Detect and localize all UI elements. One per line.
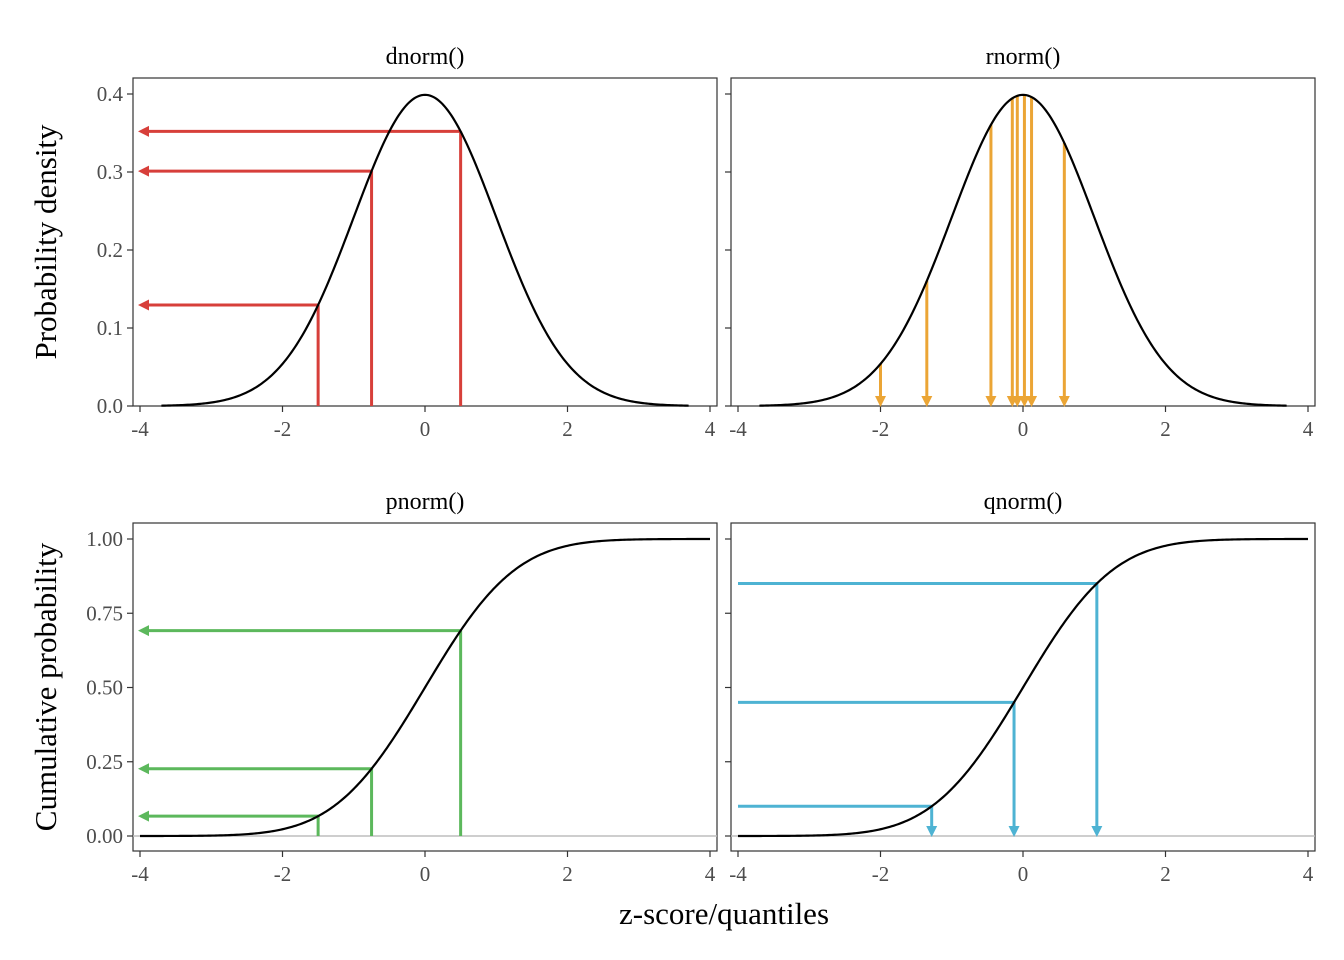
left-arrowhead (138, 763, 149, 775)
down-arrowhead (1058, 396, 1070, 407)
x-tick-label: 4 (705, 862, 716, 886)
down-arrowhead (875, 396, 886, 407)
down-arrowhead (1008, 826, 1020, 837)
panel-title-qnorm: qnorm() (984, 489, 1063, 515)
left-arrowhead (138, 810, 149, 822)
curve-rnorm (759, 93, 1287, 407)
x-tick-label: 2 (1160, 862, 1171, 886)
curve-qnorm (738, 537, 1308, 838)
x-axis-title: z-score/quantiles (619, 896, 829, 931)
x-tick-label: 0 (1018, 417, 1029, 441)
x-tick-label: 4 (705, 417, 716, 441)
panel-dnorm: dnorm() -4 -2 0 2 4 0.0 0.1 0.2 0.3 0.4 Probability… (28, 44, 718, 441)
y-tick-label: 1.00 (86, 527, 123, 551)
left-arrowhead (138, 625, 149, 637)
curve-pnorm (140, 537, 710, 838)
down-arrowhead (1011, 396, 1023, 407)
x-tick-label: 4 (1303, 417, 1314, 441)
y-tick-label: 0.00 (86, 824, 123, 848)
x-tick-label: 2 (1160, 417, 1171, 441)
x-tick-label: -4 (729, 862, 747, 886)
y-axis-title-pnorm: Cumulative probability (28, 542, 63, 831)
left-arrowhead (138, 165, 149, 177)
left-arrowhead (138, 299, 149, 311)
y-tick-label: 0.2 (97, 238, 123, 262)
panels-group: dnorm() -4 -2 0 2 4 0.0 0.1 0.2 0.3 0.4 Probability… (28, 44, 1316, 886)
y-tick-label: 0.1 (97, 316, 123, 340)
x-tick-label: 0 (420, 862, 431, 886)
x-tick-label: 0 (1018, 862, 1029, 886)
x-tick-label: -2 (274, 862, 292, 886)
x-tick-label: -4 (131, 417, 149, 441)
down-arrowhead (985, 396, 997, 407)
y-tick-label: 0.25 (86, 750, 123, 774)
down-arrowhead (1091, 826, 1103, 837)
x-tick-label: -4 (729, 417, 747, 441)
down-arrowhead (921, 396, 933, 407)
curve-dnorm (161, 93, 689, 407)
x-tick-label: 4 (1303, 862, 1314, 886)
y-tick-label: 0.3 (97, 160, 123, 184)
x-tick-label: 2 (562, 862, 573, 886)
down-arrowhead (926, 826, 938, 837)
left-arrowhead (138, 125, 149, 137)
x-tick-label: -2 (274, 417, 292, 441)
x-tick-label: 0 (420, 417, 431, 441)
y-tick-label: 0.75 (86, 601, 123, 625)
y-axis-title-dnorm: Probability density (28, 124, 63, 360)
panel-border-dnorm (132, 77, 718, 407)
down-arrowhead (1018, 396, 1030, 407)
panel-title-pnorm: pnorm() (386, 489, 465, 515)
down-arrowhead (1026, 396, 1038, 407)
panel-pnorm: pnorm() -4 -2 0 2 4 0.00 0.25 0.50 0.75 1.00 Cumula… (28, 489, 718, 886)
panel-title-rnorm: rnorm() (986, 44, 1061, 70)
x-tick-label: -2 (872, 417, 890, 441)
panel-title-dnorm: dnorm() (386, 44, 465, 70)
y-tick-label: 0.50 (86, 676, 123, 700)
panel-qnorm: qnorm() -4 -2 0 2 4 (725, 489, 1316, 886)
panel-rnorm: rnorm() -4 -2 0 2 4 (725, 44, 1316, 441)
x-tick-label: 2 (562, 417, 573, 441)
y-tick-label: 0.0 (97, 394, 123, 418)
x-tick-label: -4 (131, 862, 149, 886)
x-tick-label: -2 (872, 862, 890, 886)
y-tick-label: 0.4 (97, 82, 124, 106)
